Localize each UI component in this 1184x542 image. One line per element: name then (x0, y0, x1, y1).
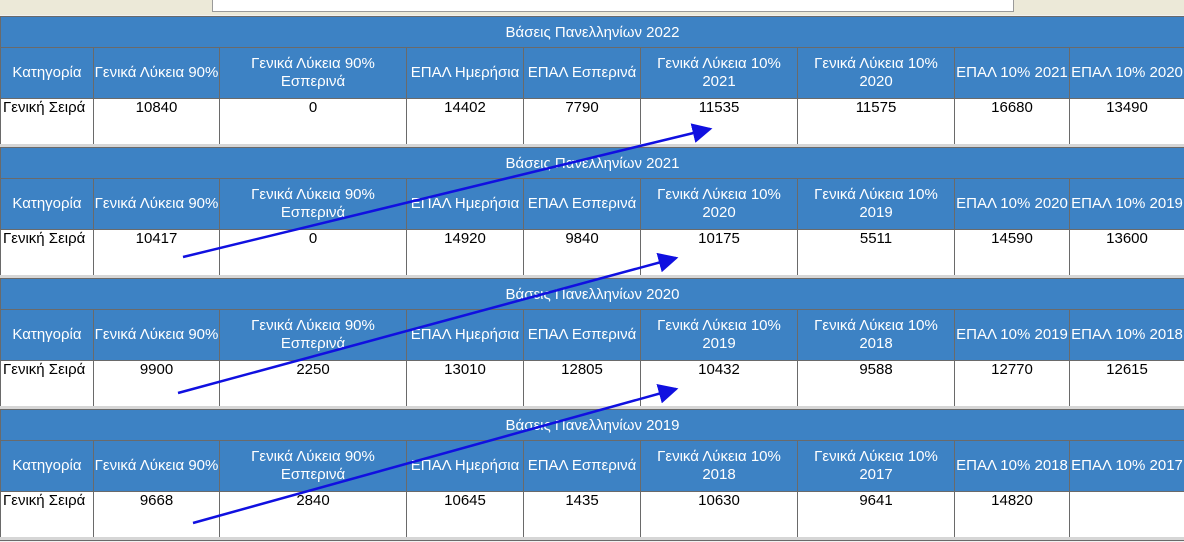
column-header: ΕΠΑΛ 10% 2018 (1068, 309, 1184, 361)
table-title: Βάσεις Πανελληνίων 2022 (0, 16, 1184, 48)
value-cell: 7790 (523, 98, 641, 148)
column-header: ΕΠΑΛ 10% 2021 (954, 47, 1070, 99)
text-input[interactable] (212, 0, 1014, 12)
column-header: Γενικά Λύκεια 90% Εσπερινά (219, 440, 407, 492)
value-cell: 14920 (406, 229, 524, 279)
value-cell: 11575 (797, 98, 955, 148)
table-row: Γενική Σειρά 10417 0 14920 9840 10175 5511 1459… (0, 229, 1184, 279)
bases-table-0: Βάσεις Πανελληνίων 2022 Κατηγορία Γενικά Λ… (0, 16, 1184, 148)
value-cell: 1435 (523, 491, 641, 541)
column-header: Γενικά Λύκεια 10% 2017 (797, 440, 955, 492)
value-cell: 0 (219, 98, 407, 148)
value-cell: 9588 (797, 360, 955, 410)
column-header: Γενικά Λύκεια 90% (93, 178, 220, 230)
value-cell: 10175 (640, 229, 798, 279)
column-header: Γενικά Λύκεια 10% 2019 (797, 178, 955, 230)
table-title: Βάσεις Πανελληνίων 2019 (0, 409, 1184, 441)
table-row: Γενική Σειρά 9900 2250 13010 12805 10432 9588 1… (0, 360, 1184, 410)
column-header: ΕΠΑΛ 10% 2020 (1068, 47, 1184, 99)
value-cell: 9900 (93, 360, 220, 410)
category-cell: Γενική Σειρά (0, 229, 94, 279)
category-cell: Γενική Σειρά (0, 491, 94, 541)
column-header: ΕΠΑΛ Εσπερινά (523, 440, 641, 492)
category-cell: Γενική Σειρά (0, 360, 94, 410)
value-cell: 2250 (219, 360, 407, 410)
value-cell: 12770 (954, 360, 1070, 410)
column-header: Γενικά Λύκεια 10% 2018 (797, 309, 955, 361)
column-header: Γενικά Λύκεια 10% 2018 (640, 440, 798, 492)
value-cell: 13490 (1068, 98, 1184, 148)
column-header: Κατηγορία (0, 309, 94, 361)
column-header: Γενικά Λύκεια 10% 2021 (640, 47, 798, 99)
table-title: Βάσεις Πανελληνίων 2021 (0, 147, 1184, 179)
column-header: ΕΠΑΛ 10% 2019 (1068, 178, 1184, 230)
value-cell: 10645 (406, 491, 524, 541)
bases-table-1: Βάσεις Πανελληνίων 2021 Κατηγορία Γενικά Λ… (0, 147, 1184, 279)
bases-table-2: Βάσεις Πανελληνίων 2020 Κατηγορία Γενικά Λ… (0, 278, 1184, 410)
column-header: Κατηγορία (0, 47, 94, 99)
column-header: ΕΠΑΛ 10% 2018 (954, 440, 1070, 492)
column-header: Γενικά Λύκεια 10% 2020 (640, 178, 798, 230)
column-header: Γενικά Λύκεια 10% 2020 (797, 47, 955, 99)
column-header: ΕΠΑΛ Εσπερινά (523, 309, 641, 361)
column-header: Κατηγορία (0, 178, 94, 230)
value-cell: 2840 (219, 491, 407, 541)
value-cell: 5511 (797, 229, 955, 279)
value-cell: 12615 (1068, 360, 1184, 410)
column-header: ΕΠΑΛ Ημερήσια (406, 47, 524, 99)
value-cell: 13600 (1068, 229, 1184, 279)
value-cell: 9668 (93, 491, 220, 541)
value-cell: 14590 (954, 229, 1070, 279)
value-cell: 11535 (640, 98, 798, 148)
value-cell: 10432 (640, 360, 798, 410)
column-header: ΕΠΑΛ 10% 2019 (954, 309, 1070, 361)
column-header: ΕΠΑΛ Ημερήσια (406, 440, 524, 492)
category-cell: Γενική Σειρά (0, 98, 94, 148)
column-header: ΕΠΑΛ 10% 2017 (1068, 440, 1184, 492)
value-cell (1068, 491, 1184, 541)
value-cell: 10630 (640, 491, 798, 541)
column-header: Γενικά Λύκεια 90% (93, 309, 220, 361)
value-cell: 12805 (523, 360, 641, 410)
column-header: Γενικά Λύκεια 90% Εσπερινά (219, 47, 407, 99)
column-header: Γενικά Λύκεια 90% (93, 440, 220, 492)
column-header: ΕΠΑΛ 10% 2020 (954, 178, 1070, 230)
value-cell: 10417 (93, 229, 220, 279)
value-cell: 0 (219, 229, 407, 279)
column-header: Γενικά Λύκεια 10% 2019 (640, 309, 798, 361)
value-cell: 16680 (954, 98, 1070, 148)
table-title: Βάσεις Πανελληνίων 2020 (0, 278, 1184, 310)
column-header: ΕΠΑΛ Ημερήσια (406, 178, 524, 230)
column-header: ΕΠΑΛ Εσπερινά (523, 178, 641, 230)
bases-table-3: Βάσεις Πανελληνίων 2019 Κατηγορία Γενικά Λ… (0, 409, 1184, 541)
value-cell: 14820 (954, 491, 1070, 541)
column-header: ΕΠΑΛ Ημερήσια (406, 309, 524, 361)
column-header: Γενικά Λύκεια 90% Εσπερινά (219, 178, 407, 230)
table-row: Γενική Σειρά 9668 2840 10645 1435 10630 9641 14… (0, 491, 1184, 541)
column-header: Γενικά Λύκεια 90% (93, 47, 220, 99)
value-cell: 9840 (523, 229, 641, 279)
value-cell: 10840 (93, 98, 220, 148)
table-row: Γενική Σειρά 10840 0 14402 7790 11535 11575 166… (0, 98, 1184, 148)
column-header: ΕΠΑΛ Εσπερινά (523, 47, 641, 99)
column-header: Γενικά Λύκεια 90% Εσπερινά (219, 309, 407, 361)
value-cell: 9641 (797, 491, 955, 541)
table-separator (0, 537, 1184, 540)
value-cell: 14402 (406, 98, 524, 148)
value-cell: 13010 (406, 360, 524, 410)
column-header: Κατηγορία (0, 440, 94, 492)
